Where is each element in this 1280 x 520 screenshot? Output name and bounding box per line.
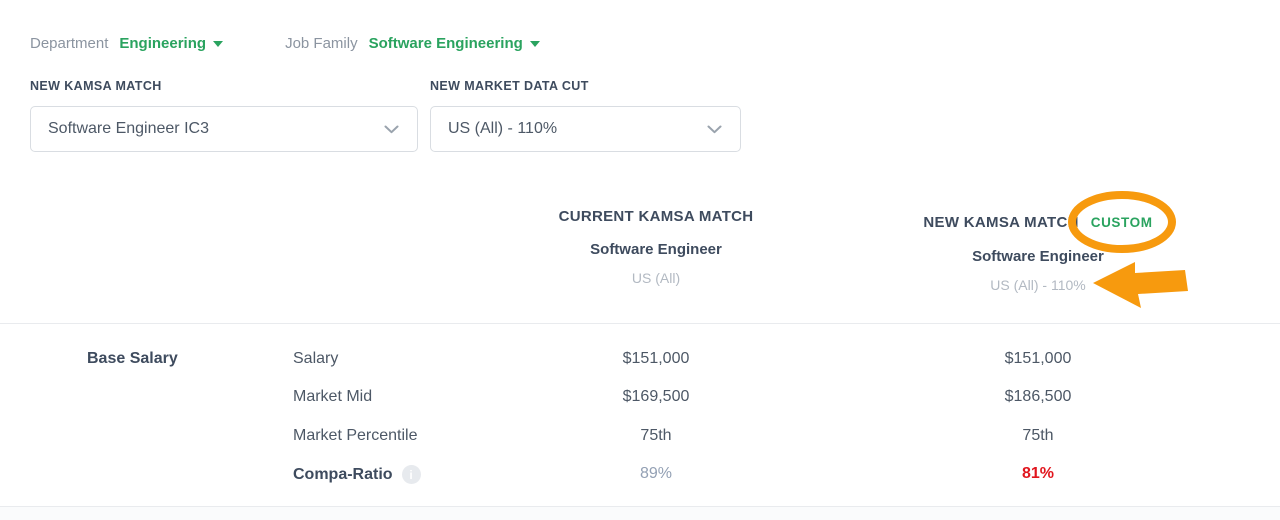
- current-column-title: CURRENT KAMSA MATCH: [558, 208, 754, 225]
- chevron-down-icon: [213, 40, 224, 47]
- new-value: 81%: [1021, 465, 1055, 482]
- new-value: 75th: [1022, 427, 1054, 444]
- job-family-dropdown[interactable]: Software Engineering: [369, 35, 540, 52]
- table-row: Market Percentile 75th 75th: [0, 427, 1280, 449]
- new-kamsa-match-label: NEW KAMSA MATCH: [30, 79, 162, 93]
- current-market-cut: US (All): [631, 270, 681, 286]
- bottom-strip: [0, 507, 1280, 520]
- job-family-label: Job Family: [285, 35, 358, 52]
- new-kamsa-match-select[interactable]: Software Engineer IC3: [30, 106, 418, 152]
- department-dropdown[interactable]: Engineering: [119, 35, 224, 52]
- current-value: 89%: [639, 465, 673, 482]
- department-value: Engineering: [119, 35, 207, 52]
- chevron-down-icon: [529, 40, 540, 47]
- new-market-data-cut-label: NEW MARKET DATA CUT: [430, 79, 589, 93]
- new-market-data-cut-select[interactable]: US (All) - 110%: [430, 106, 741, 152]
- new-column-title: NEW KAMSA MATCH: [923, 214, 1079, 231]
- table-row: Base Salary Salary $151,000 $151,000: [0, 350, 1280, 372]
- custom-badge: CUSTOM: [1090, 215, 1153, 230]
- row-label: Salary: [293, 350, 339, 367]
- job-family-value: Software Engineering: [368, 35, 523, 52]
- info-icon[interactable]: i: [401, 465, 421, 484]
- new-kamsa-match-value: Software Engineer IC3: [48, 120, 209, 137]
- new-value: $186,500: [1004, 388, 1072, 405]
- filter-row: Department Engineering Job Family Softwa…: [30, 35, 540, 52]
- new-value: $151,000: [1004, 350, 1072, 367]
- table-row: Market Mid $169,500 $186,500: [0, 388, 1280, 410]
- new-market-cut: US (All) - 110%: [990, 277, 1086, 293]
- current-kamsa-match-header: CURRENT KAMSA MATCH Software Engineer US…: [559, 208, 754, 286]
- table-row: Compa-Ratio i 89% 81%: [0, 465, 1280, 487]
- new-match-name: Software Engineer: [972, 248, 1104, 265]
- row-group-label: Base Salary: [87, 350, 178, 367]
- current-value: $169,500: [622, 388, 690, 405]
- table-bottom-divider: [0, 506, 1280, 507]
- table-top-divider: [0, 323, 1280, 324]
- department-label: Department: [30, 35, 109, 52]
- row-label: Market Percentile: [293, 427, 418, 444]
- new-market-data-cut-value: US (All) - 110%: [448, 120, 558, 137]
- new-kamsa-match-header: NEW KAMSA MATCH CUSTOM Software Engineer …: [923, 214, 1152, 293]
- chevron-down-icon: [384, 125, 399, 133]
- row-label: Market Mid: [293, 388, 373, 405]
- current-value: $151,000: [622, 350, 690, 367]
- chevron-down-icon: [707, 125, 722, 133]
- current-value: 75th: [640, 427, 672, 444]
- current-match-name: Software Engineer: [590, 241, 722, 258]
- row-label: Compa-Ratio i: [293, 465, 421, 484]
